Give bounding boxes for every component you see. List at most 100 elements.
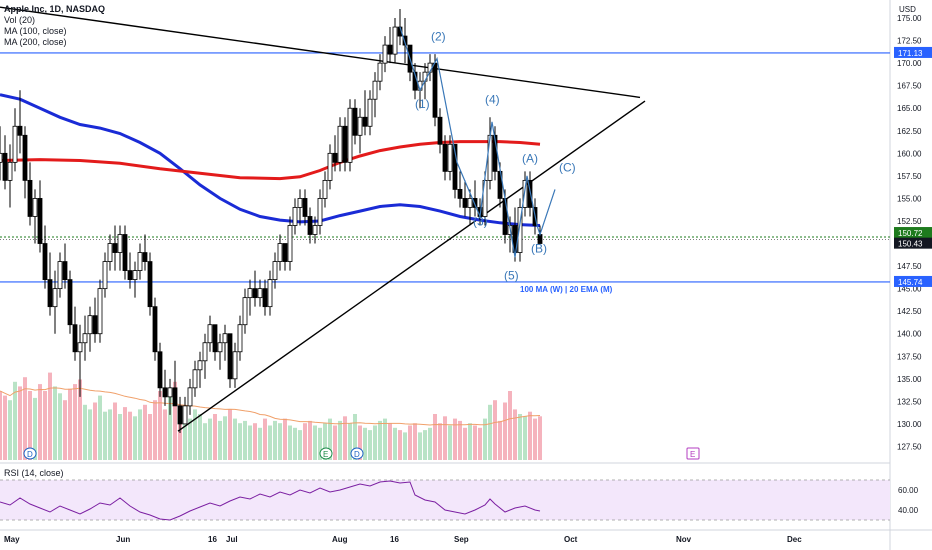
candle-body: [52, 288, 58, 308]
wave-label: (4): [485, 93, 500, 107]
volume-bar: [368, 430, 372, 460]
candle-body: [177, 405, 183, 425]
candle-body: [107, 243, 113, 262]
candle-body: [207, 324, 213, 344]
volume-bar: [243, 420, 247, 460]
volume-bar: [248, 425, 252, 460]
volume-bar: [383, 418, 387, 460]
volume-bar: [533, 418, 537, 460]
rsi-legend[interactable]: RSI (14, close): [4, 468, 64, 478]
volume-bar: [308, 420, 312, 460]
volume-bar: [288, 425, 292, 460]
volume-bar: [398, 430, 402, 460]
volume-bar: [503, 402, 507, 460]
currency-label: USD: [899, 5, 916, 14]
event-marker: [23, 447, 37, 460]
legend-volume[interactable]: Vol (20): [4, 15, 36, 25]
volume-bar: [218, 420, 222, 460]
y-tick-label: 175.00: [897, 14, 922, 23]
y-tick-label: 167.50: [897, 82, 922, 91]
candle-body: [322, 179, 328, 199]
rsi-tick-label: 60.00: [898, 486, 919, 495]
volume-bar: [328, 418, 332, 460]
volume-bar: [258, 427, 262, 460]
x-tick-label: 16: [208, 535, 217, 544]
x-tick-label: Aug: [332, 535, 348, 544]
candle-body: [437, 116, 443, 145]
candle-body: [87, 315, 93, 335]
volume-bar: [273, 420, 277, 460]
volume-bar: [523, 416, 527, 460]
volume-bar: [53, 386, 57, 460]
event-marker: [350, 447, 364, 460]
y-tick-label: 130.00: [897, 420, 922, 429]
candle-body: [282, 243, 288, 262]
x-tick-label: Oct: [564, 535, 578, 544]
volume-bar: [423, 430, 427, 460]
legend-ma200[interactable]: MA (200, close): [4, 37, 67, 47]
candle-body: [67, 279, 73, 326]
volume-bar: [513, 409, 517, 460]
volume-bar: [323, 423, 327, 460]
volume-bar: [363, 427, 367, 460]
candle-body: [392, 26, 398, 55]
candle-body: [472, 198, 478, 208]
volume-bar: [443, 416, 447, 460]
candle-body: [182, 405, 188, 425]
volume-bar: [318, 427, 322, 460]
volume-bar: [73, 384, 77, 460]
candle-body: [287, 225, 293, 262]
x-tick-label: Jul: [226, 535, 238, 544]
legend-ma100[interactable]: MA (100, close): [4, 26, 67, 36]
volume-bar: [283, 418, 287, 460]
price-label-text: 171.13: [898, 49, 923, 58]
volume-bar: [293, 427, 297, 460]
volume-bar: [138, 409, 142, 460]
candle-body: [132, 270, 138, 281]
trend-line: [0, 6, 641, 99]
volume-bar: [418, 432, 422, 460]
candle-body: [192, 369, 198, 389]
candle-body: [57, 261, 63, 290]
candle-body: [302, 198, 308, 217]
rsi-band: [0, 480, 890, 520]
volume-bar: [498, 420, 502, 460]
volume-bar: [28, 391, 32, 460]
candle-body: [167, 387, 173, 398]
volume-bar: [393, 427, 397, 460]
ma200-line: [0, 140, 541, 181]
candle-body: [137, 252, 143, 271]
y-tick-label: 157.50: [897, 172, 922, 181]
candle-body: [317, 198, 323, 226]
volume-bar: [478, 427, 482, 460]
price-label-box: [894, 275, 932, 287]
volume-bar: [223, 416, 227, 460]
volume-bar: [198, 414, 202, 460]
y-tick-label: 127.50: [897, 442, 922, 451]
volume-bar: [113, 402, 117, 460]
candle-body: [277, 243, 283, 262]
y-tick-label: 140.00: [897, 330, 922, 339]
y-tick-label: 172.50: [897, 37, 922, 46]
volume-bar: [3, 395, 7, 460]
candle-body: [147, 261, 153, 308]
candle-body: [7, 161, 13, 181]
candle-body: [212, 324, 218, 353]
volume-bar: [23, 377, 27, 460]
rsi-tick-label: 40.00: [898, 506, 919, 515]
candle-body: [307, 216, 313, 235]
x-tick-label: May: [4, 535, 20, 544]
price-label-text: 150.43: [898, 240, 923, 249]
x-tick-label: 16: [390, 535, 399, 544]
volume-bar: [463, 427, 467, 460]
price-label-box: [894, 46, 932, 58]
volume-bar: [438, 423, 442, 460]
volume-bar: [33, 397, 37, 460]
volume-bar: [353, 414, 357, 460]
candle-body: [262, 288, 268, 308]
y-tick-label: 142.50: [897, 307, 922, 316]
candle-body: [272, 261, 278, 281]
wave-label: (B): [531, 242, 547, 256]
candle-body: [32, 198, 38, 217]
